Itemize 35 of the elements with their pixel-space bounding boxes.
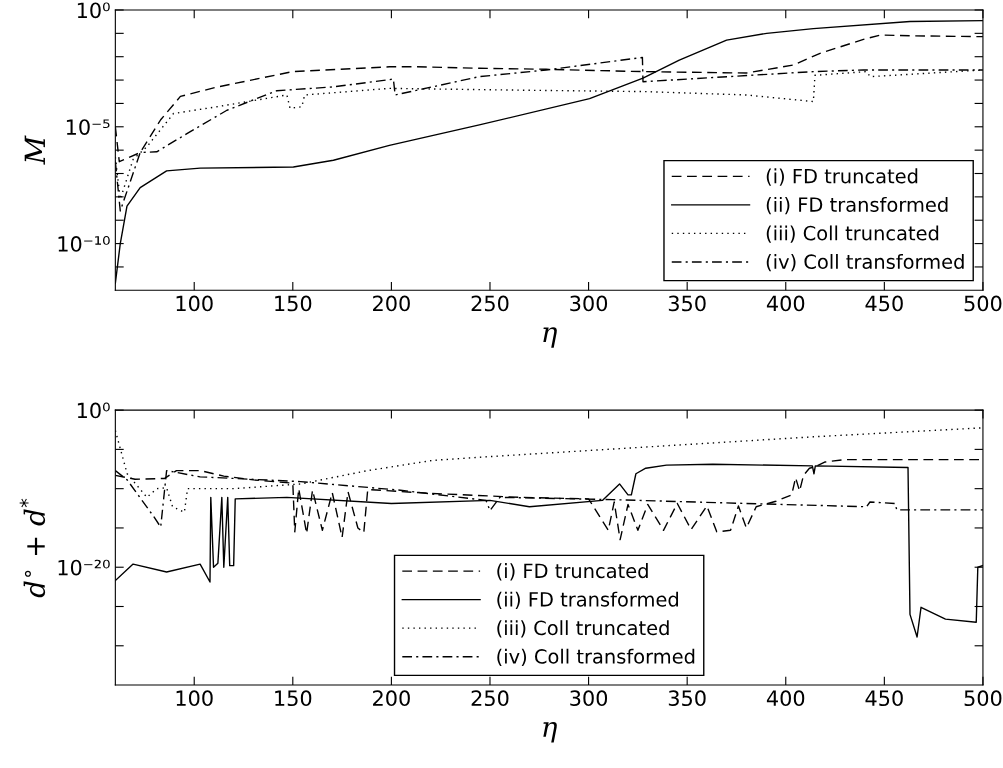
x-tick-label: 250 [471,690,509,707]
x-tick-label: 450 [865,690,903,707]
x-tick-label: 500 [964,690,1002,707]
x-tick-label: 200 [373,690,410,707]
x-tick-label: 150 [275,295,312,312]
x-tick-label: 150 [275,690,312,707]
x-tick-label: 500 [964,295,1002,312]
legend-label: (ii) FD transformed [497,591,678,609]
x-tick-label: 400 [766,295,805,312]
x-tick-label: 300 [570,295,608,312]
x-tick-label: 100 [176,295,213,312]
y-tick-label: 10⁰ [77,402,110,419]
x-tick-label: 100 [176,690,213,707]
legend-label: (iv) Coll transformed [766,253,964,272]
legend-label: (i) FD truncated [766,168,918,186]
y-axis-title: d$^{∘}$ + d$^{*}$ [19,498,46,598]
x-tick-label: 200 [373,295,410,312]
x-tick-label: 450 [865,295,903,312]
legend-label: (iii) Coll truncated [766,225,939,243]
x-tick-label: 350 [668,295,706,312]
y-tick-label: 10⁻⁵ [66,119,110,135]
x-axis-title: η [543,327,557,348]
legend-label: (iv) Coll transformed [497,648,695,667]
y-tick-label: 10⁻²⁰ [58,559,110,576]
legend-label: (i) FD truncated [497,563,648,581]
y-axis-title: M [24,135,45,165]
x-tick-label: 250 [471,295,509,312]
legend-label: (ii) FD transformed [766,196,948,215]
y-tick-label: 10⁰ [77,2,110,19]
x-tick-label: 300 [570,690,608,707]
x-tick-label: 350 [668,690,706,707]
legend-label: (iii) Coll truncated [497,620,669,638]
x-tick-label: 400 [766,690,805,707]
x-axis-title: η [543,721,557,743]
y-tick-label: 10⁻¹⁰ [58,236,110,252]
